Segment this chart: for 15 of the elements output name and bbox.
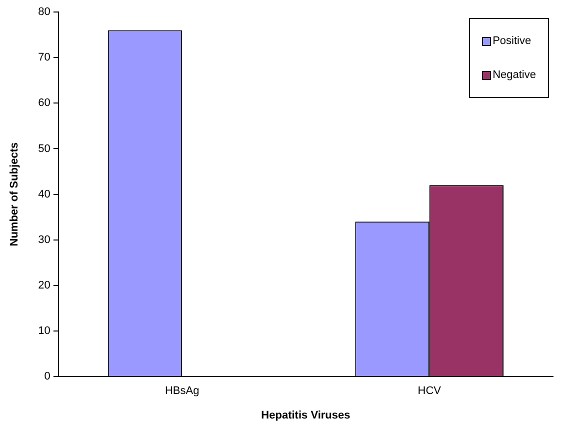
y-tick-label: 10 [38,325,50,338]
y-tick-label: 40 [38,188,50,200]
y-tick-label: 30 [38,234,50,246]
x-axis-title: Hepatitis Viruses [261,409,350,422]
legend-label: Negative [492,69,536,81]
y-tick-label: 0 [44,370,50,383]
y-tick-label: 60 [38,97,50,110]
y-tick-label: 80 [38,6,50,18]
y-tick-label: 20 [38,279,50,292]
y-axis-title: Number of Subjects [8,142,21,246]
y-tick-label: 50 [38,142,50,155]
x-tick-label: HCV [418,385,442,398]
y-tick-label: 70 [38,52,50,64]
legend-label: Positive [492,35,532,47]
x-tick-label: HBsAg [164,385,200,398]
